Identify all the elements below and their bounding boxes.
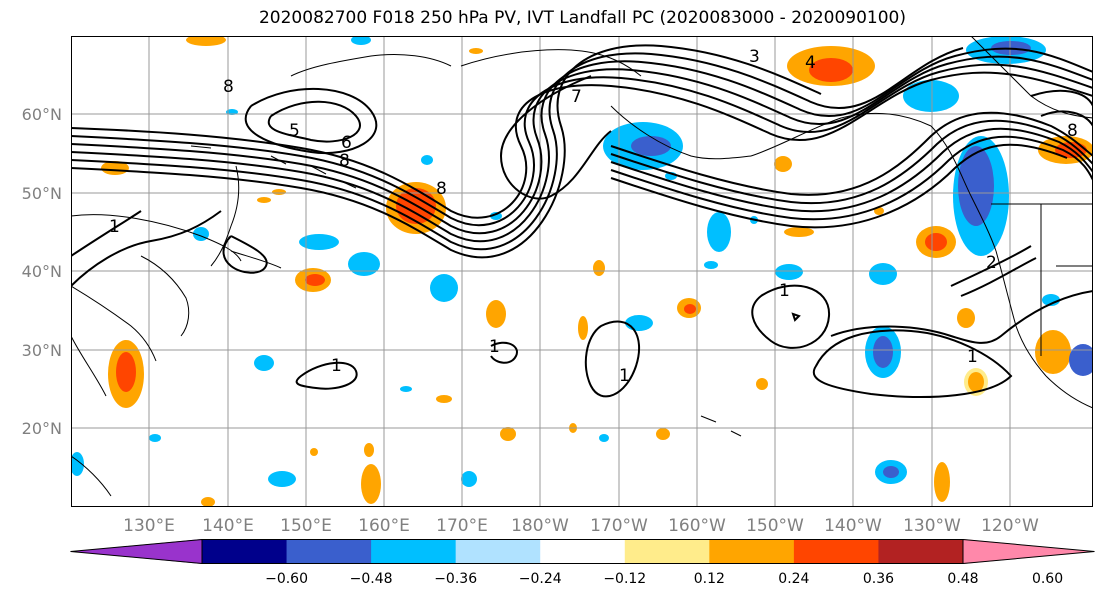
contour-labels: 1 1 1 1 1 1 2 3 4 5 6 7 8 8 8 8	[109, 47, 1078, 386]
colorbar-tick-label: 0.48	[947, 571, 979, 587]
contour-label: 1	[109, 217, 120, 237]
lat-label-30n: 30°N	[21, 341, 62, 360]
contour-label: 8	[339, 151, 350, 171]
contour-label: 1	[619, 366, 630, 386]
lat-label-60n: 60°N	[21, 105, 62, 124]
contour-label: 7	[571, 87, 582, 107]
colorbar-segment	[793, 539, 879, 564]
contour-label: 8	[1067, 121, 1078, 141]
contour-label: 1	[489, 337, 500, 357]
pv-contours	[71, 44, 1093, 398]
contour-label: 1	[331, 356, 342, 376]
lon-label-130e: 130°E	[123, 516, 175, 536]
colorbar-tick-label: −0.60	[265, 571, 308, 587]
colorbar-segment	[963, 539, 1095, 564]
lat-label-50n: 50°N	[21, 184, 62, 203]
colorbar-tick-label: −0.12	[603, 571, 647, 587]
lon-label-140e: 140°E	[202, 516, 254, 536]
contour-label: 1	[967, 347, 978, 367]
colorbar-tick-label: 0.24	[778, 571, 810, 587]
lon-label-170e: 170°E	[436, 516, 488, 536]
map-border	[71, 36, 1093, 507]
negative-anomaly-patches	[71, 36, 1093, 487]
colorbar-segment	[286, 539, 372, 564]
contour-label: 5	[289, 121, 300, 141]
pv-shading	[71, 36, 1093, 507]
lon-label-160e: 160°E	[358, 516, 410, 536]
lat-label-20n: 20°N	[21, 419, 62, 438]
colorbar-segment	[371, 539, 457, 564]
colorbar-outline	[201, 539, 964, 564]
contour-label: 6	[341, 133, 352, 153]
lat-label-40n: 40°N	[21, 262, 62, 281]
contour-label: 3	[749, 47, 760, 67]
colorbar-tick-label: 0.12	[693, 571, 725, 587]
lon-label-120w: 120°W	[981, 516, 1039, 536]
lon-label-150e: 150°E	[280, 516, 332, 536]
colorbar-segment	[202, 539, 288, 564]
colorbar-tick-label: −0.24	[518, 571, 562, 587]
colorbar-tick-label: −0.36	[434, 571, 478, 587]
lon-label-170w: 170°W	[590, 516, 648, 536]
colorbar-segment	[709, 539, 795, 564]
contour-label: 8	[223, 77, 234, 97]
colorbar-segment	[540, 539, 626, 564]
colorbar-segment	[878, 539, 964, 564]
contour-label: 4	[805, 53, 816, 73]
map-panel: 1 1 1 1 1 1 2 3 4 5 6 7 8 8 8 8	[71, 36, 1093, 507]
lon-label-150w: 150°W	[746, 516, 804, 536]
contour-label: 1	[779, 281, 790, 301]
coastlines	[71, 36, 1093, 497]
chart-title: 2020082700 F018 250 hPa PV, IVT Landfall…	[258, 8, 906, 28]
colorbar-segment	[70, 539, 202, 564]
lon-label-180w: 180°W	[511, 516, 569, 536]
lon-label-160w: 160°W	[668, 516, 726, 536]
colorbar-segment	[624, 539, 710, 564]
colorbar-segment	[455, 539, 541, 564]
colorbar-tick-label: −0.48	[349, 571, 393, 587]
colorbar	[70, 539, 1095, 564]
colorbar-tick-label: 0.60	[1031, 571, 1064, 587]
contour-label: 8	[436, 179, 447, 199]
lon-label-130w: 130°W	[903, 516, 961, 536]
colorbar-tick-label: 0.36	[862, 571, 895, 587]
lon-label-140w: 140°W	[824, 516, 882, 536]
contour-label: 2	[986, 253, 997, 273]
